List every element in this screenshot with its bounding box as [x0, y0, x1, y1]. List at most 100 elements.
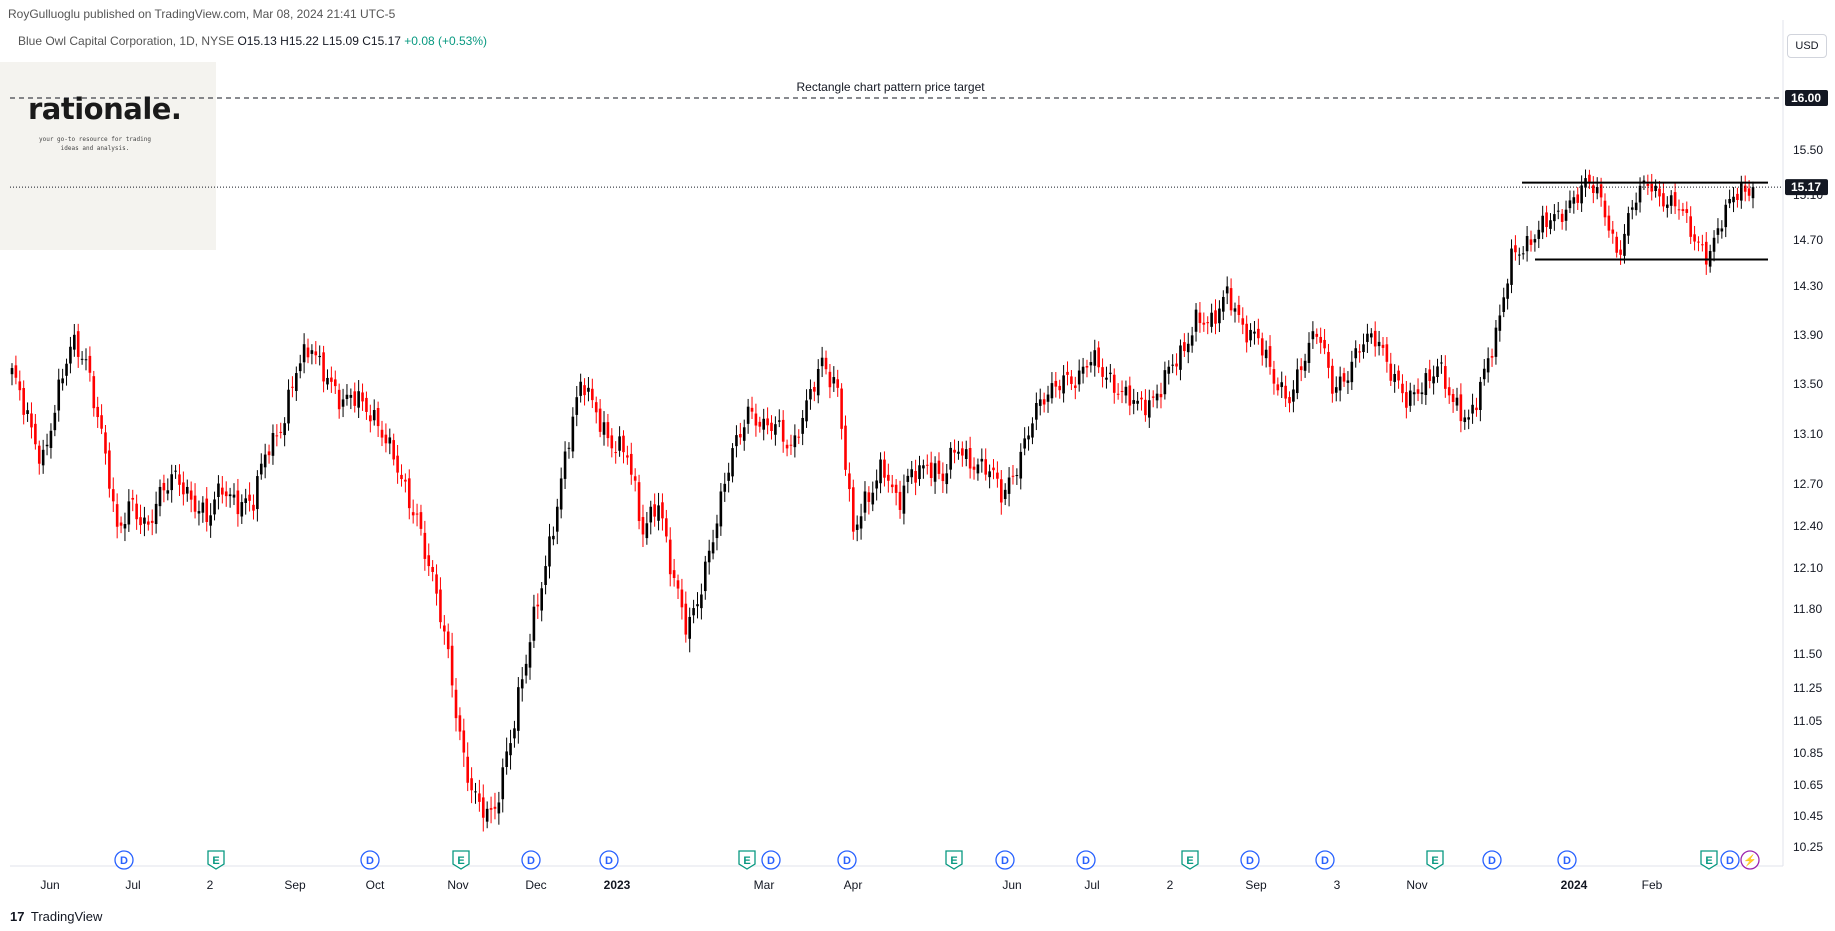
candle-body [267, 451, 271, 456]
candle-body [1740, 183, 1743, 201]
candle-body [466, 756, 469, 783]
candle-body [411, 512, 415, 516]
candle-body [1416, 389, 1420, 394]
candle-body [1124, 386, 1128, 396]
candle-body [489, 808, 493, 810]
candle-body [1377, 341, 1381, 347]
candle-body [213, 499, 216, 515]
candle-body [485, 808, 489, 822]
earnings-marker[interactable]: E [1700, 850, 1718, 870]
candle-body [1132, 400, 1136, 404]
earnings-marker[interactable]: E [207, 850, 225, 870]
candle-body [703, 561, 707, 592]
earnings-marker[interactable]: E [1181, 850, 1199, 870]
time-tick-label: 2024 [1561, 878, 1588, 892]
candle-body [770, 422, 773, 432]
candle-body [1112, 374, 1116, 393]
candle-body [1697, 241, 1700, 243]
candle-body [127, 501, 131, 525]
candle-body [1081, 366, 1085, 374]
candle-body [832, 377, 836, 384]
dividend-marker[interactable]: D [360, 850, 380, 870]
candle-body [976, 464, 980, 474]
candle-body [14, 365, 18, 378]
earnings-marker[interactable]: E [738, 850, 756, 870]
dividend-marker[interactable]: D [114, 850, 134, 870]
candle-body [949, 447, 952, 470]
candle-body [735, 435, 738, 447]
candle-body [423, 532, 427, 559]
dividend-marker[interactable]: D [1720, 850, 1740, 870]
candle-body [1549, 220, 1552, 229]
dividend-marker[interactable]: D [1315, 850, 1335, 870]
candle-body [591, 388, 594, 401]
candle-body [69, 346, 72, 364]
candle-body [1151, 396, 1155, 398]
dividend-marker[interactable]: D [1240, 850, 1260, 870]
logo-tagline: your go-to resource for trading ideas an… [20, 135, 170, 153]
event-label: D [527, 855, 535, 867]
candle-body [1183, 342, 1186, 352]
candle-body [1393, 373, 1396, 382]
dividend-marker[interactable]: D [1482, 850, 1502, 870]
event-label: D [366, 855, 374, 867]
split-marker[interactable]: ⚡ [1740, 850, 1760, 870]
candle-body [754, 413, 758, 426]
price-tick-label: 11.50 [1793, 647, 1822, 661]
candle-body [1342, 373, 1346, 382]
dividend-marker[interactable]: D [1557, 850, 1577, 870]
candle-body [1214, 310, 1217, 324]
earnings-marker[interactable]: E [945, 850, 963, 870]
candle-body [1482, 368, 1486, 380]
price-tick-label: 10.65 [1793, 778, 1823, 792]
candle-body [1373, 330, 1377, 347]
candle-body [626, 455, 629, 458]
time-tick-label: Nov [1406, 878, 1427, 892]
candle-body [1451, 393, 1455, 403]
dividend-marker[interactable]: D [837, 850, 857, 870]
candle-body [668, 539, 672, 575]
candle-body [1389, 363, 1393, 381]
dividend-marker[interactable]: D [761, 850, 781, 870]
dividend-marker[interactable]: D [1076, 850, 1096, 870]
candle-body [259, 463, 263, 475]
candle-body [925, 464, 929, 466]
candle-body [1638, 185, 1642, 203]
price-axis[interactable]: 15.5015.1014.7014.3013.9013.5013.1012.70… [1785, 90, 1828, 854]
candle-body [1401, 383, 1404, 394]
candle-body [248, 494, 251, 501]
event-label: E [743, 855, 750, 867]
candle-body [692, 608, 695, 616]
currency-button[interactable]: USD [1787, 34, 1827, 58]
candle-body [1475, 407, 1478, 411]
candle-body [376, 407, 380, 427]
candle-body [1167, 366, 1171, 374]
symbol-name: Blue Owl Capital Corporation, 1D, NYSE [18, 34, 235, 48]
candle-body [890, 484, 894, 488]
earnings-marker[interactable]: E [452, 850, 470, 870]
dividend-icon [1315, 850, 1335, 870]
time-axis[interactable]: Jun Jul 2 Sep Oct Nov Dec 2023 Mar Apr Jun Jul 2 Sep 3… [40, 878, 1662, 892]
candle-body [1054, 380, 1058, 387]
split-icon [1740, 850, 1760, 870]
candle-body [524, 663, 528, 676]
dividend-marker[interactable]: D [995, 850, 1015, 870]
candle-body [1311, 331, 1315, 340]
dividend-marker[interactable]: D [599, 850, 619, 870]
event-markers[interactable]: D E D E D D E D D E D D E D D E D D E D ⚡ [114, 850, 1760, 870]
candle-body [357, 391, 360, 408]
candle-body [1144, 399, 1147, 416]
dividend-marker[interactable]: D [521, 850, 541, 870]
earnings-marker[interactable]: E [1426, 850, 1444, 870]
candle-body [1611, 229, 1615, 234]
event-label: D [767, 855, 775, 867]
candle-body [1097, 347, 1100, 368]
candle-body [217, 483, 220, 498]
price-tick-label: 15.50 [1793, 143, 1823, 157]
candle-body [548, 536, 551, 567]
candle-body [762, 418, 766, 430]
candle-body [528, 642, 532, 668]
candle-body [295, 373, 298, 391]
candle-body [1089, 362, 1093, 366]
